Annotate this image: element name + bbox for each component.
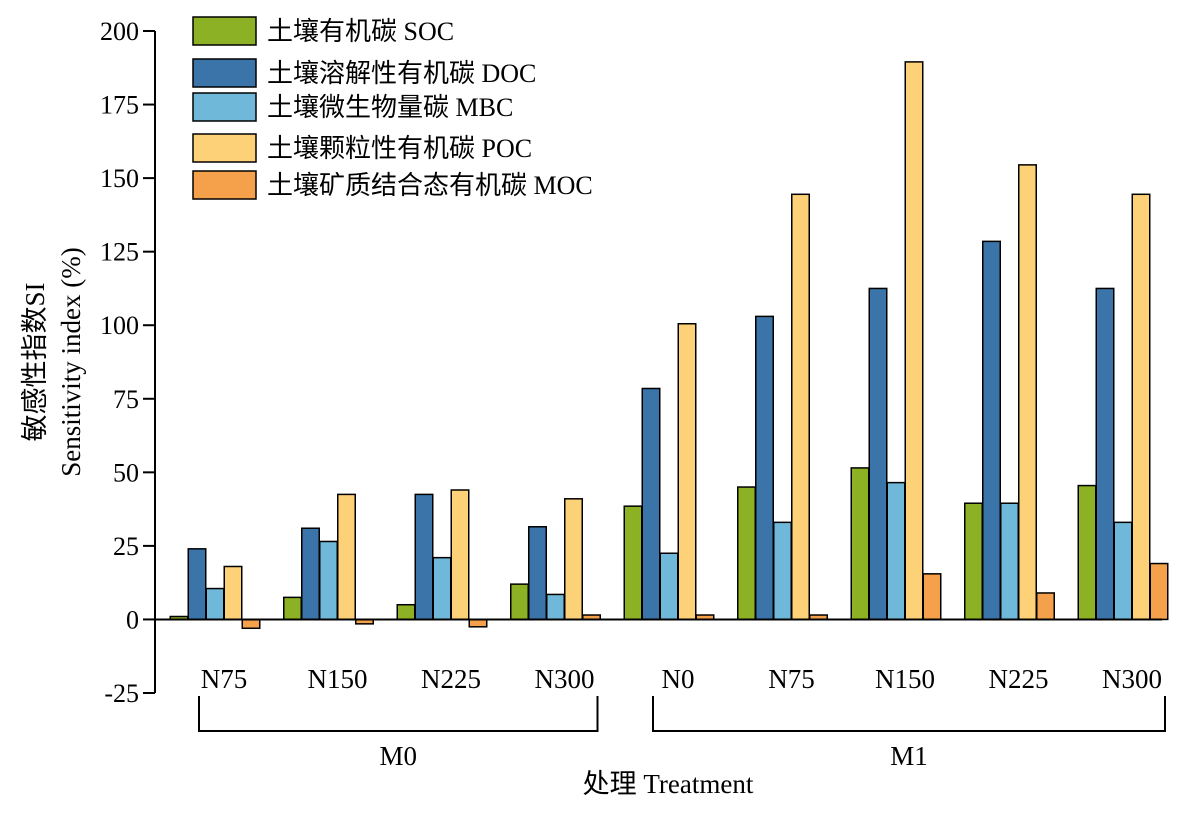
bar-soc-n150 [850, 467, 870, 621]
group-brackets-layer: M0 M1 [198, 696, 1166, 771]
y-tick-label: -25 [104, 679, 139, 708]
bar-moc-n225 [468, 618, 488, 628]
bar-poc-n75 [223, 565, 243, 621]
legend-label: 土壤有机碳 SOC [267, 17, 454, 46]
legend-swatch [192, 170, 257, 200]
bar-poc-n150 [904, 61, 924, 621]
y-tick-label: 125 [100, 238, 139, 267]
bars-layer [169, 61, 1169, 630]
bar-moc-n300 [1149, 562, 1169, 621]
x-axis-label: 处理 Treatment [583, 769, 754, 799]
category-labels-layer: N75 N150 N225 N300 N0 N75 N150 N225 N300 [201, 664, 1162, 694]
category-label: N150 [875, 664, 935, 694]
bar-doc-n225 [414, 493, 434, 621]
bar-mbc-n150 [886, 481, 906, 621]
group-label: M1 [890, 741, 928, 771]
bar-poc-n75 [791, 193, 810, 621]
bar-soc-n300 [510, 583, 529, 621]
legend-label: 土壤微生物量碳 MBC [267, 93, 513, 122]
y-tick-label: 175 [100, 91, 139, 120]
group-bracket [198, 696, 599, 732]
bar-doc-n150 [301, 527, 320, 621]
legend-label: 土壤矿质结合态有机碳 MOC [267, 171, 593, 200]
y-tick-label: 150 [100, 164, 139, 193]
bar-soc-n75 [737, 486, 756, 621]
bar-moc-n75 [241, 618, 261, 630]
bar-doc-n0 [641, 387, 661, 621]
y-tick-label: 75 [113, 385, 139, 414]
category-label: N300 [1102, 664, 1162, 694]
y-axis-label-line: Sensitivity index (%) [56, 247, 86, 476]
legend-swatch [192, 16, 257, 46]
legend-swatch [192, 92, 257, 122]
bar-soc-n300 [1077, 484, 1097, 621]
category-label: N150 [308, 664, 368, 694]
y-tick-label: 100 [100, 311, 139, 340]
bar-doc-n300 [528, 526, 547, 621]
bar-doc-n150 [868, 287, 888, 621]
bar-poc-n0 [677, 323, 697, 621]
bar-mbc-n225 [1000, 502, 1019, 621]
legend-label: 土壤溶解性有机碳 DOC [267, 59, 536, 88]
bar-mbc-n150 [319, 540, 338, 621]
bar-poc-n300 [564, 498, 583, 621]
legend: 土壤有机碳 SOC 土壤溶解性有机碳 DOC 土壤微生物量碳 MBC 土壤颗粒性有机碳… [192, 16, 593, 200]
legend-label: 土壤颗粒性有机碳 POC [267, 134, 532, 163]
category-label: N225 [421, 664, 481, 694]
bar-poc-n150 [337, 493, 356, 621]
bar-mbc-n0 [659, 552, 679, 621]
bar-soc-n225 [396, 603, 416, 621]
category-label: N75 [768, 664, 815, 694]
category-label: N225 [989, 664, 1049, 694]
legend-swatch [192, 58, 257, 88]
group-label: M0 [379, 741, 417, 771]
bar-poc-n300 [1131, 193, 1151, 621]
y-tick-label: 0 [126, 605, 139, 634]
bar-soc-n225 [964, 502, 983, 621]
bar-soc-n150 [283, 596, 302, 621]
y-axis-label-line: 敏感性指数SI [20, 282, 50, 441]
bar-mbc-n300 [1113, 521, 1133, 621]
bar-doc-n225 [982, 240, 1001, 621]
category-label: N300 [535, 664, 595, 694]
y-tick-label: 50 [113, 458, 139, 487]
group-bracket [652, 696, 1166, 732]
bar-doc-n75 [187, 548, 207, 621]
bar-moc-n225 [1036, 592, 1055, 621]
legend-swatch [192, 133, 257, 163]
category-label: N0 [662, 664, 695, 694]
bar-mbc-n225 [432, 556, 452, 621]
y-tick-label: 25 [113, 532, 139, 561]
bar-mbc-n300 [546, 593, 565, 621]
bar-doc-n300 [1095, 287, 1115, 621]
bar-doc-n75 [755, 315, 774, 621]
category-label: N75 [201, 664, 248, 694]
bar-moc-n150 [922, 573, 942, 621]
bar-soc-n0 [623, 505, 643, 621]
bar-mbc-n75 [773, 521, 792, 621]
bar-mbc-n75 [205, 587, 225, 621]
y-tick-label: 200 [100, 17, 139, 46]
bar-poc-n225 [1018, 164, 1037, 621]
bar-poc-n225 [450, 489, 470, 621]
axes-layer: -25 0 25 50 75 100 125 150 175 200 [100, 17, 1162, 708]
y-axis-label-group: 敏感性指数SI Sensitivity index (%) [20, 247, 86, 476]
